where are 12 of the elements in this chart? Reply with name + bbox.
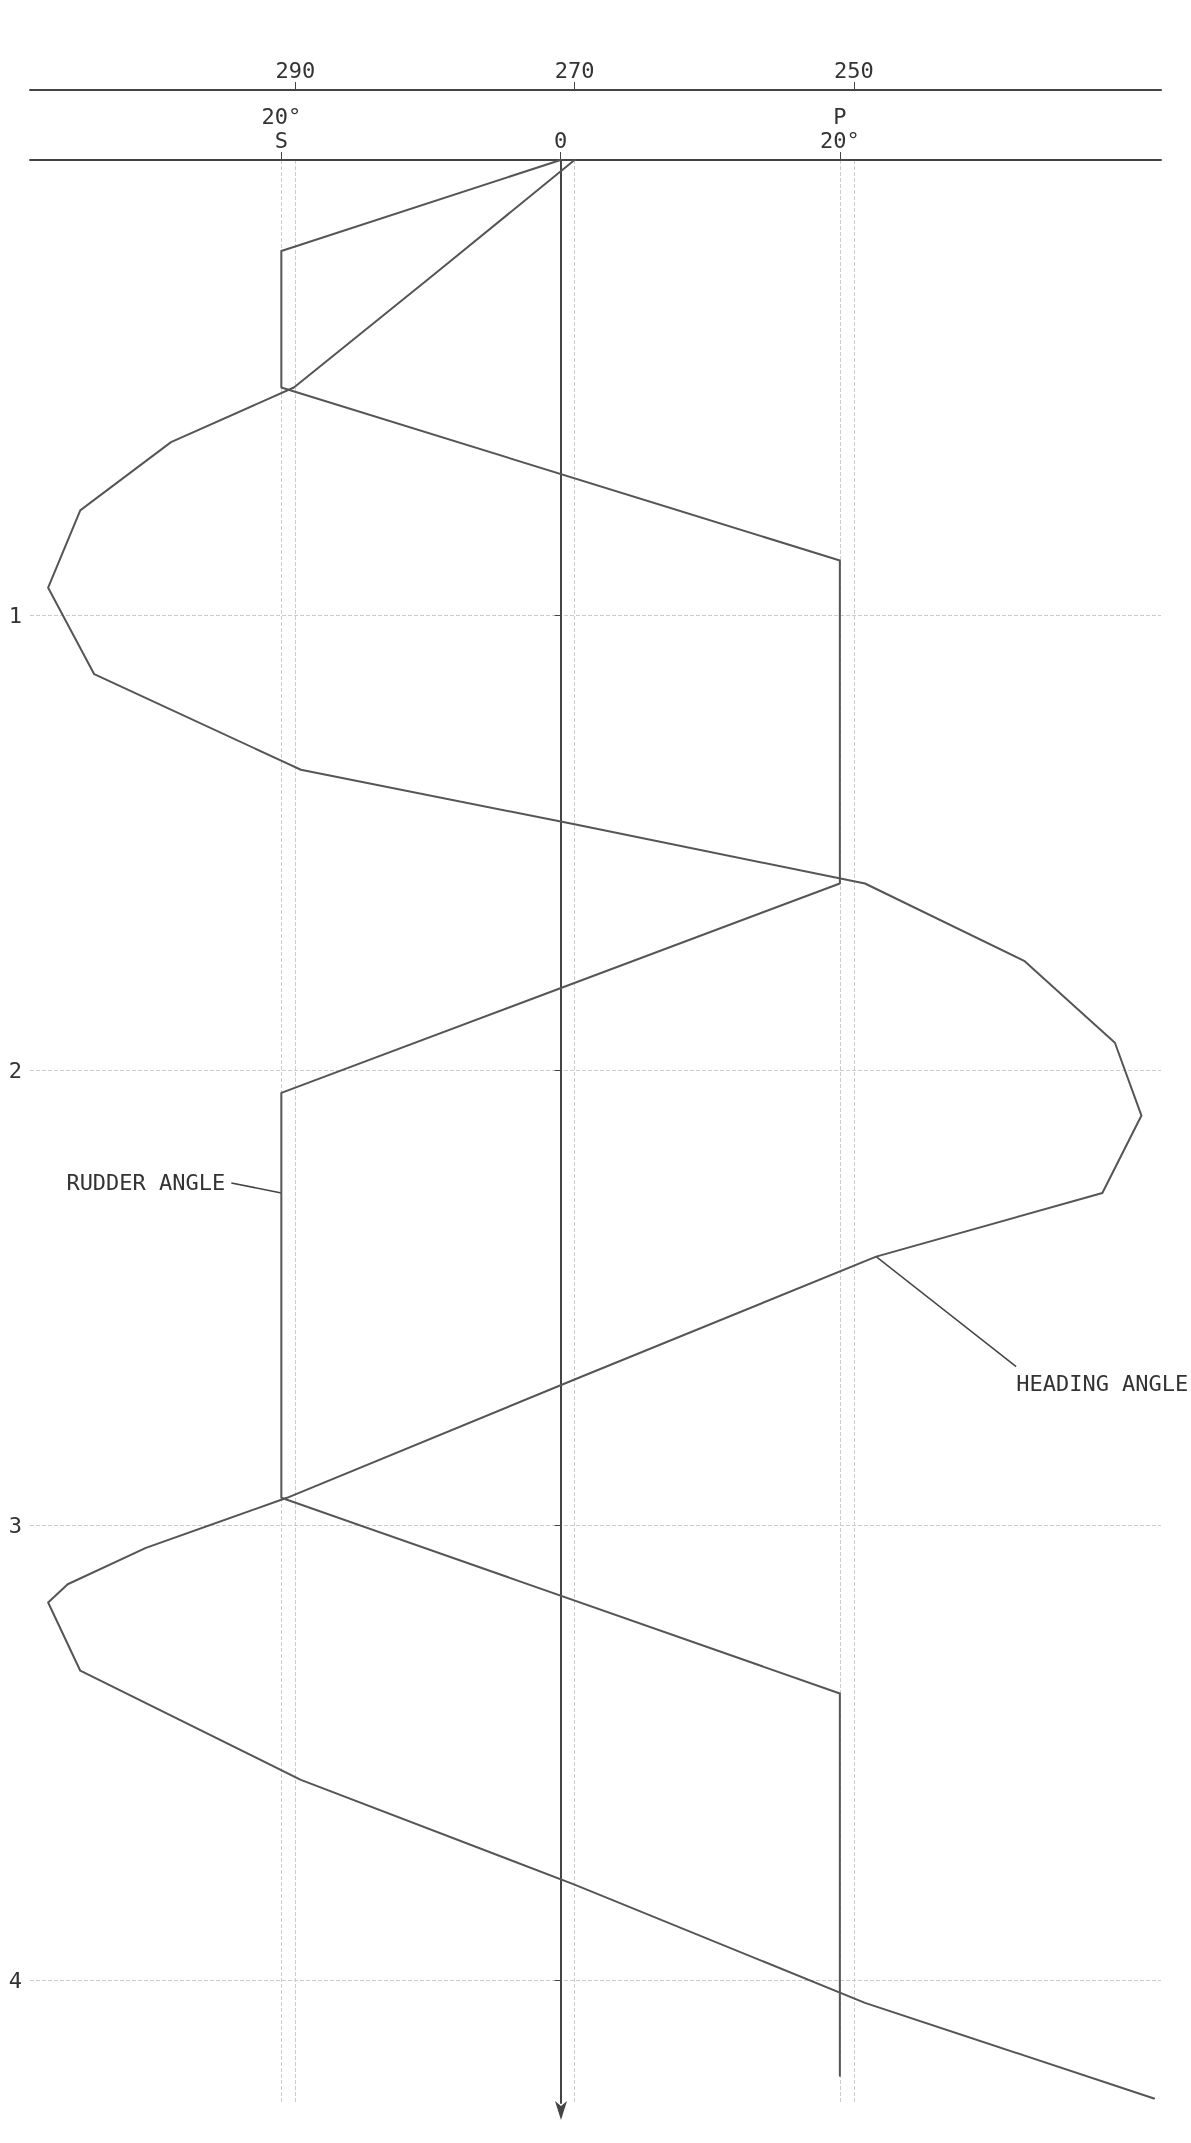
annotation: RUDDER ANGLE [66,1170,226,1196]
x-tick-label: 250 [833,57,874,83]
annotation: HEADING ANGLE [1016,1371,1189,1397]
y-tick-label: 4 [8,1967,22,1993]
x2-tick-label: 0 [553,127,568,153]
y-tick-label: 1 [8,602,22,628]
x2-tick-label: 20° S [261,103,302,153]
x2-tick-label: P 20° [819,103,860,153]
y-tick-label: 2 [8,1057,22,1083]
x-tick-label: 270 [554,57,595,83]
y-tick-label: 3 [8,1512,22,1538]
x-tick-label: 290 [275,57,316,83]
